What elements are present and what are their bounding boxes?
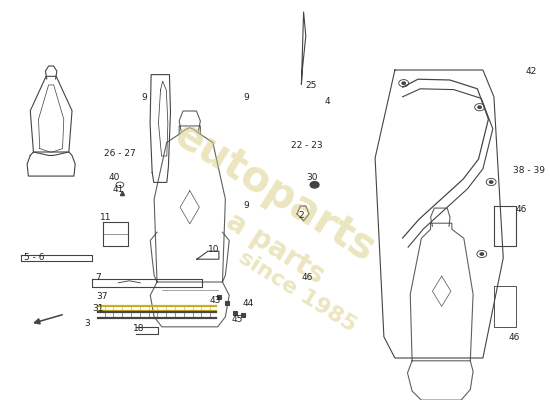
Text: 46: 46 (516, 206, 527, 214)
Text: 7: 7 (95, 274, 101, 282)
Text: 30: 30 (307, 174, 318, 182)
Text: eutoparts: eutoparts (167, 114, 383, 270)
Text: 37: 37 (96, 292, 107, 301)
Text: 43: 43 (210, 296, 221, 305)
Text: 46: 46 (509, 334, 520, 342)
Text: 2: 2 (299, 212, 304, 220)
Text: 44: 44 (243, 299, 254, 308)
Text: 45: 45 (232, 315, 243, 324)
Text: 10: 10 (208, 246, 219, 254)
Text: 9: 9 (244, 94, 249, 102)
Text: since 1985: since 1985 (235, 248, 359, 336)
Circle shape (480, 253, 483, 255)
Text: 5 - 6: 5 - 6 (24, 254, 45, 262)
Circle shape (310, 182, 319, 188)
Text: 42: 42 (525, 68, 536, 76)
Text: 4: 4 (324, 98, 330, 106)
Text: 18: 18 (133, 324, 144, 333)
Text: 40: 40 (109, 174, 120, 182)
Circle shape (402, 82, 405, 84)
Text: 38 - 39: 38 - 39 (513, 166, 545, 174)
Text: 11: 11 (100, 214, 111, 222)
Text: 22 - 23: 22 - 23 (291, 142, 323, 150)
Text: 3: 3 (84, 319, 90, 328)
Circle shape (490, 181, 493, 183)
Text: 9: 9 (141, 94, 147, 102)
Text: a parts: a parts (221, 207, 329, 289)
Text: 46: 46 (301, 274, 312, 282)
Text: 9: 9 (244, 202, 249, 210)
Text: 41: 41 (113, 186, 124, 194)
Text: 26 - 27: 26 - 27 (104, 150, 136, 158)
Circle shape (478, 106, 481, 108)
Text: 31: 31 (92, 304, 103, 313)
Text: 25: 25 (305, 82, 316, 90)
